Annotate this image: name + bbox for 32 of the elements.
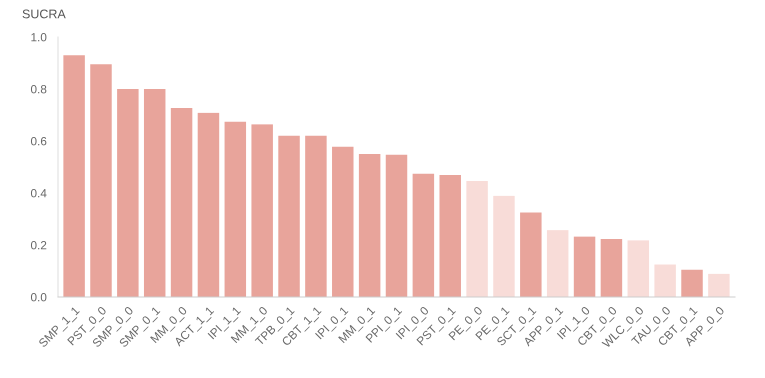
y-tick-label: 1.0 <box>31 33 46 42</box>
bar <box>278 136 300 297</box>
bar <box>117 89 139 297</box>
bar <box>600 239 622 297</box>
bar <box>358 154 380 297</box>
y-tick-label: 0.2 <box>30 241 46 250</box>
bar <box>412 174 434 297</box>
bar <box>90 64 112 297</box>
y-tick-label: 0.4 <box>30 189 47 198</box>
bar <box>546 230 568 297</box>
bar <box>681 270 703 297</box>
bar <box>170 108 192 297</box>
bar <box>332 146 354 297</box>
bar <box>708 274 730 297</box>
y-tick-label: 0.0 <box>30 293 46 302</box>
bar <box>466 181 488 297</box>
bar <box>654 264 676 297</box>
bar <box>63 55 85 297</box>
bar <box>251 124 273 297</box>
bar <box>144 89 166 297</box>
bar <box>198 112 220 297</box>
chart-title: SUCRA <box>22 10 66 18</box>
y-tick-label: 0.6 <box>30 137 46 146</box>
bar <box>305 136 327 297</box>
bar <box>224 122 246 297</box>
bar <box>574 236 596 297</box>
bar <box>386 154 408 297</box>
bar <box>628 240 650 297</box>
bar <box>439 175 461 297</box>
bar <box>520 212 542 297</box>
y-tick-label: 0.8 <box>30 85 46 94</box>
bar <box>493 196 515 297</box>
